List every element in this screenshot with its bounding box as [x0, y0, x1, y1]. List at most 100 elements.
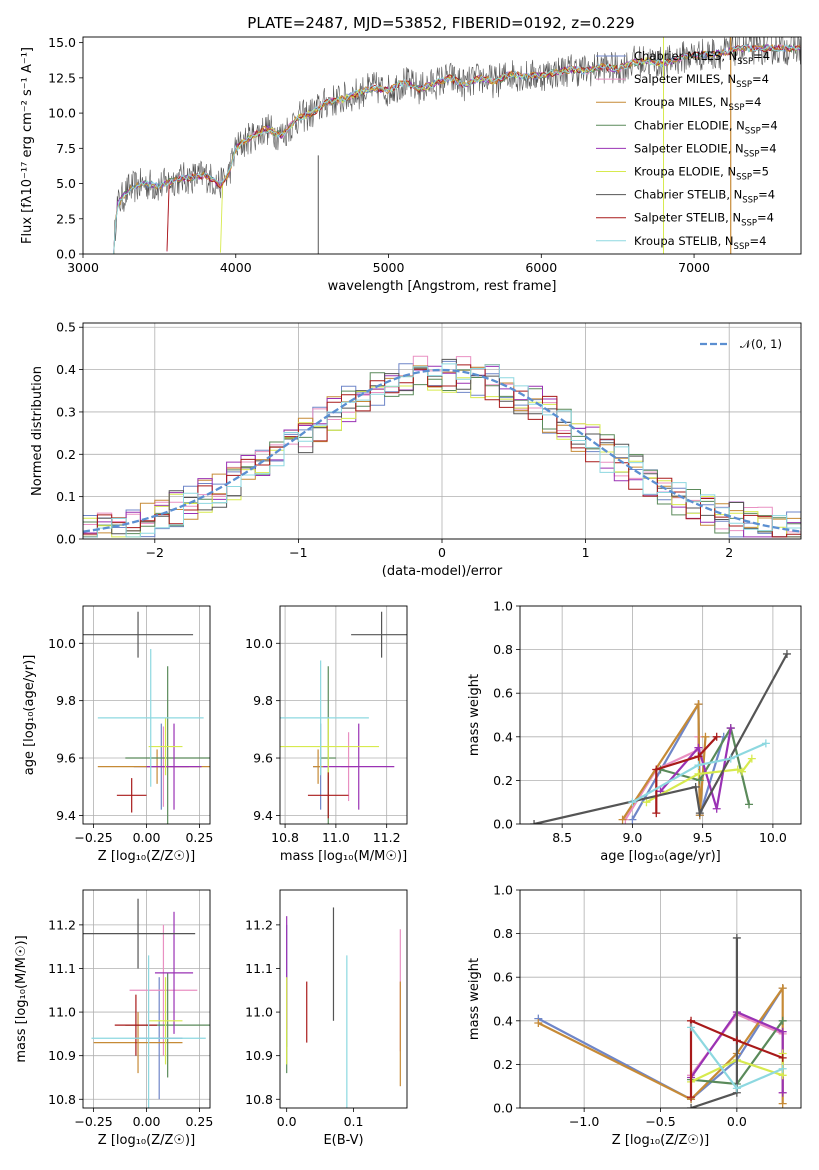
spectrum-line: [166, 44, 801, 251]
weight-marker: [778, 1027, 787, 1036]
y-tick-label: 0.5: [56, 320, 76, 335]
y-tick-label: 15.0: [48, 35, 76, 50]
ticks: 8.5 9.0 9.5 10.0 0.0 0.2 0.4 0.6 0.8 1.0: [493, 599, 787, 846]
y-tick-label: 11.0: [245, 1005, 273, 1020]
x-tick-label: 0.25: [185, 830, 213, 845]
y-tick-label: 0.8: [493, 926, 513, 941]
x-axis-label: E(B-V): [323, 1133, 363, 1148]
spectrum-line: [113, 44, 801, 254]
axes-frame: [519, 605, 802, 825]
weight-marker: [778, 1053, 787, 1062]
histogram-step: [83, 364, 801, 538]
weight-marker: [687, 1093, 696, 1102]
weight-marker: [687, 1023, 696, 1032]
weight-marker: [778, 1088, 787, 1097]
y-tick-label: 10.0: [245, 636, 273, 651]
weight-marker: [778, 1099, 787, 1108]
y-tick-label: 0.1: [56, 489, 76, 504]
axes-mass-vs-Z: −0.25 0.00 0.25 10.8 10.9 11.0 11.1 11.2 Z [log₁…: [14, 889, 213, 1148]
axes-residuals: −2 −1 0 1 2 0.0 0.1 0.2 0.3 0.4 0.5 (data-model)/er…: [30, 320, 802, 579]
x-tick-label: 4000: [220, 260, 252, 275]
y-tick-label: 7.5: [56, 141, 76, 156]
legend-entry: Kroupa ELODIE, NSSP=5: [634, 165, 769, 183]
x-axis-label: Z [log₁₀(Z/Z☉)]: [612, 1133, 709, 1148]
errorbar-point: [116, 778, 147, 813]
axes-weight-vs-Z: −1.0 −0.5 0.0 0.0 0.2 0.4 0.6 0.8 1.0 Z [log₁₀(Z/…: [467, 883, 802, 1148]
y-tick-label: 9.8: [56, 693, 76, 708]
plot-area: [83, 898, 210, 1108]
axes-frame: [82, 322, 802, 540]
weight-marker: [712, 804, 721, 813]
y-axis-label: Flux [fλ10⁻¹⁷ erg cm⁻² s⁻¹ A⁻¹]: [20, 47, 35, 244]
y-tick-label: 0.0: [493, 817, 513, 832]
x-tick-label: 1: [582, 545, 590, 560]
errorbar-point: [280, 660, 369, 776]
y-tick-label: 11.2: [48, 917, 76, 932]
ticks: 3000 4000 5000 6000 7000 0.0 2.5 5.0 7.5 10.0 12.5…: [48, 35, 710, 275]
histogram-step: [83, 365, 801, 538]
x-tick-label: 8.5: [552, 830, 572, 845]
weight-marker: [695, 776, 704, 785]
weight-marker: [712, 732, 721, 741]
weight-marker: [732, 933, 741, 942]
weight-line: [533, 653, 788, 824]
errorbar-point: [83, 898, 196, 969]
errorbar-point: [146, 723, 202, 810]
weight-line: [689, 1019, 784, 1098]
y-axis-label: mass [log₁₀(M/M☉)]: [14, 935, 29, 1062]
legend-entry: Chabrier MILES, NSSP=4: [634, 49, 770, 67]
y-tick-label: 11.2: [245, 917, 273, 932]
y-tick-label: 11.1: [245, 961, 273, 976]
y-tick-label: 10.0: [48, 636, 76, 651]
x-tick-label: −1: [289, 545, 307, 560]
axes-weight-vs-age: 8.5 9.0 9.5 10.0 0.0 0.2 0.4 0.6 0.8 1.0 age [log₁…: [467, 599, 802, 864]
legend-entry: Salpeter MILES, NSSP=4: [634, 72, 769, 90]
axes-age-vs-Z: −0.25 0.00 0.25 9.4 9.6 9.8 10.0 Z [log₁₀(Z/Z☉)…: [22, 605, 213, 864]
axes-frame: [519, 889, 802, 1109]
plot-area: [286, 907, 401, 1108]
errorbar-point: [91, 955, 206, 1108]
y-tick-label: 5.0: [56, 176, 76, 191]
x-tick-label: 0.0: [277, 1114, 297, 1129]
y-axis-label: age [log₁₀(age/yr)]: [22, 655, 37, 776]
errorbar-point: [351, 611, 407, 658]
weight-line: [624, 736, 700, 821]
weight-marker: [778, 984, 787, 993]
weight-marker: [534, 1018, 543, 1027]
errorbar-point: [97, 649, 204, 787]
grid: [83, 606, 210, 824]
weight-marker: [733, 765, 742, 774]
legend: Chabrier MILES, NSSP=4 Salpeter MILES, NS…: [596, 49, 778, 252]
x-axis-label: Z [log₁₀(Z/Z☉)]: [98, 1133, 195, 1148]
plot-area: [280, 611, 407, 824]
x-tick-label: −0.5: [645, 1114, 675, 1129]
x-tick-label: 11.0: [322, 830, 350, 845]
weight-marker: [628, 815, 637, 824]
y-tick-label: 1.0: [493, 599, 513, 614]
spectrum-line: [220, 56, 664, 253]
weight-marker: [732, 1084, 741, 1093]
weight-marker: [694, 752, 703, 761]
y-axis-label: Normed distribution: [30, 366, 45, 496]
plot-area: [83, 355, 801, 538]
y-tick-label: 9.6: [253, 751, 273, 766]
weight-marker: [687, 1104, 696, 1108]
x-tick-label: 2: [725, 545, 733, 560]
errorbar-point: [280, 717, 380, 776]
ticks: −0.25 0.00 0.25 10.8 10.9 11.0 11.1 11.2: [48, 917, 213, 1129]
x-tick-label: 10.8: [271, 830, 299, 845]
errorbar-point: [114, 994, 158, 1056]
legend-entry: Kroupa MILES, NSSP=4: [634, 95, 761, 113]
axes-spectrum: 3000 4000 5000 6000 7000 0.0 2.5 5.0 7.5 10.0 12.5…: [20, 35, 802, 294]
weight-marker: [694, 700, 703, 709]
x-axis-label: mass [log₁₀(M/M☉)]: [280, 849, 407, 864]
axes-frame: [82, 889, 211, 1109]
weight-series: [642, 754, 756, 807]
errorbar-point: [154, 911, 194, 1034]
y-tick-label: 10.9: [48, 1048, 76, 1063]
legend-entry: Kroupa STELIB, NSSP=4: [634, 234, 766, 252]
weight-marker: [737, 767, 746, 776]
plot-area: [113, 37, 801, 254]
y-tick-label: 0.6: [493, 686, 513, 701]
weight-marker: [652, 765, 661, 774]
